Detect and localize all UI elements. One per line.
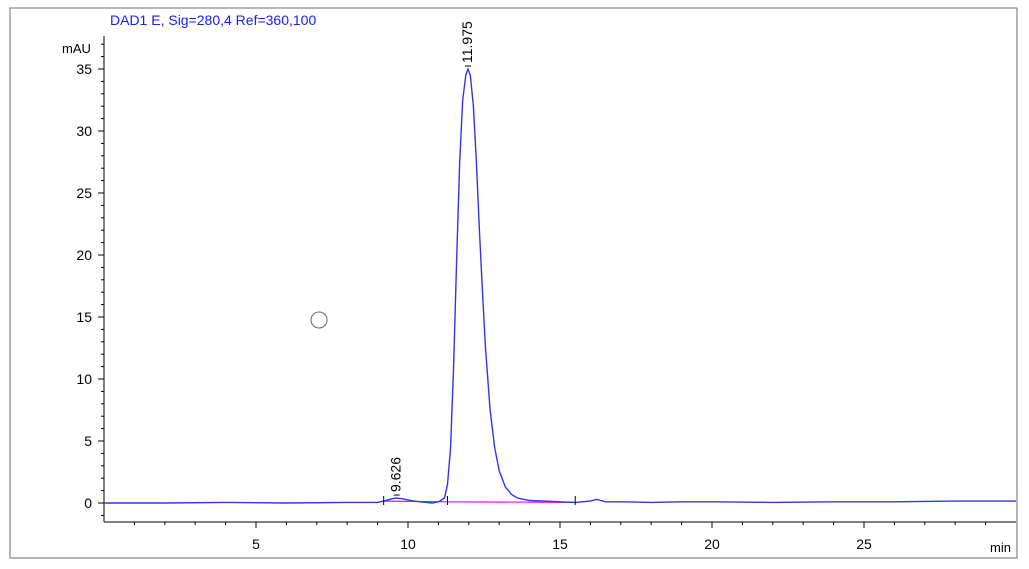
x-tick-label: 20 — [704, 536, 720, 552]
y-tick-label: 5 — [84, 433, 92, 449]
circle-marker-icon — [310, 311, 328, 329]
integration-baseline — [447, 501, 576, 503]
x-axis-ticks: 5 10 15 20 25 — [133, 522, 987, 552]
x-tick-label: 15 — [552, 536, 568, 552]
peak-label: 9.626 — [388, 457, 404, 492]
chart-title: DAD1 E, Sig=280,4 Ref=360,100 — [110, 12, 316, 28]
y-tick-label: 30 — [76, 123, 92, 139]
x-tick-label: 25 — [856, 536, 872, 552]
y-tick-label: 15 — [76, 309, 92, 325]
y-axis-ticks: 0 5 10 15 20 25 30 35 — [76, 43, 104, 516]
x-tick-label: 5 — [252, 536, 260, 552]
y-axis-unit: mAU — [62, 41, 91, 56]
signal-trace — [104, 66, 1016, 504]
chart-frame — [9, 7, 1018, 559]
x-axis-unit: min — [990, 540, 1011, 555]
x-tick-label: 10 — [400, 536, 416, 552]
plot-area: 9.626 11.975 — [104, 21, 1016, 505]
y-tick-label: 0 — [84, 495, 92, 511]
y-tick-label: 25 — [76, 185, 92, 201]
y-tick-label: 35 — [76, 61, 92, 77]
peak-label: 11.975 — [459, 21, 475, 63]
y-tick-label: 10 — [76, 371, 92, 387]
y-tick-label: 20 — [76, 247, 92, 263]
